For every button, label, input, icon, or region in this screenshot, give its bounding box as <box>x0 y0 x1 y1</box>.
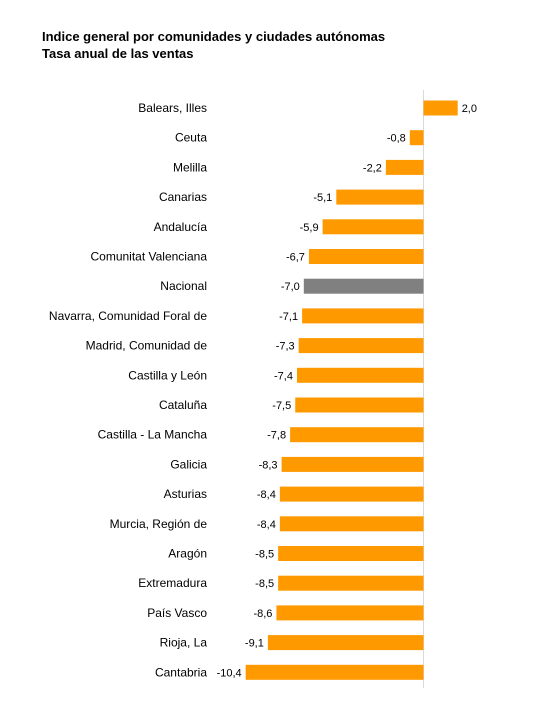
bar-row: Canarias -5,1 <box>159 189 424 205</box>
bar <box>279 516 424 532</box>
category-label: Ceuta <box>175 131 207 145</box>
chart-subtitle: Tasa anual de las ventas <box>42 46 194 61</box>
bar <box>298 338 424 354</box>
category-label: Aragón <box>168 547 207 561</box>
bar-row: País Vasco -8,6 <box>147 605 424 621</box>
bar-row: Nacional -7,0 <box>160 278 424 294</box>
category-label: Castilla y León <box>128 368 207 382</box>
value-label: -8,3 <box>259 459 278 471</box>
bar <box>245 664 424 680</box>
value-label: -9,1 <box>245 638 264 650</box>
category-label: Nacional <box>160 279 207 293</box>
category-label: Murcia, Región de <box>110 517 208 531</box>
value-label: -7,5 <box>272 400 291 412</box>
value-label: -8,5 <box>255 549 274 561</box>
bar <box>385 159 424 175</box>
bar-row: Castilla y León -7,4 <box>128 367 424 383</box>
bar-row: Cantabria -10,4 <box>155 664 424 680</box>
bar <box>303 278 424 294</box>
bar <box>322 219 424 235</box>
category-label: Cantabria <box>155 665 207 679</box>
bar <box>278 546 424 561</box>
value-label: -5,9 <box>300 222 319 234</box>
bar <box>279 486 424 502</box>
value-label: -7,8 <box>267 430 286 442</box>
value-label: -7,1 <box>279 311 298 323</box>
bar <box>281 456 424 472</box>
category-label: Extremadura <box>138 576 207 590</box>
bar <box>302 308 424 324</box>
category-label: Comunitat Valenciana <box>90 250 207 264</box>
bar-row: Asturias -8,4 <box>164 486 424 502</box>
bar-row: Ceuta -0,8 <box>175 130 424 146</box>
category-label: Andalucía <box>154 220 208 234</box>
category-label: Galicia <box>170 457 207 471</box>
chart-title: Indice general por comunidades y ciudade… <box>42 29 386 44</box>
category-label: Castilla - La Mancha <box>98 428 208 442</box>
bar <box>409 130 424 146</box>
bar <box>308 249 424 264</box>
value-label: -8,4 <box>257 519 276 531</box>
value-label: -5,1 <box>313 192 332 204</box>
bar <box>290 427 424 443</box>
bar-row: Galicia -8,3 <box>170 456 424 472</box>
category-label: Madrid, Comunidad de <box>86 339 208 353</box>
bar-row: Cataluña -7,5 <box>159 397 424 413</box>
category-label: Rioja, La <box>160 636 208 650</box>
value-label: -6,7 <box>286 252 305 264</box>
bar <box>336 189 424 205</box>
value-label: -2,2 <box>363 162 382 174</box>
bar-row: Extremadura -8,5 <box>138 575 424 591</box>
bar-row: Navarra, Comunidad Foral de -7,1 <box>49 308 424 324</box>
bar <box>276 605 424 621</box>
value-label: -8,5 <box>255 578 274 590</box>
value-label: -7,0 <box>281 281 300 293</box>
bar <box>296 367 424 383</box>
bar-row: Rioja, La -9,1 <box>160 635 424 651</box>
category-label: Canarias <box>159 190 207 204</box>
chart-title-block: Indice general por comunidades y ciudade… <box>42 28 385 62</box>
value-label: -7,4 <box>274 370 293 382</box>
category-label: Melilla <box>173 160 207 174</box>
bar-row: Comunitat Valenciana -6,7 <box>90 249 424 264</box>
value-label: 2,0 <box>462 103 477 115</box>
category-label: País Vasco <box>147 606 207 620</box>
value-label: -8,4 <box>257 489 276 501</box>
bar-row: Balears, Illes 2,0 <box>138 100 477 116</box>
bar-row: Murcia, Región de -8,4 <box>110 516 424 532</box>
category-label: Asturias <box>164 487 207 501</box>
bar <box>423 100 458 116</box>
value-label: -10,4 <box>217 667 242 679</box>
bar <box>295 397 424 413</box>
value-label: -7,3 <box>276 341 295 353</box>
value-label: -8,6 <box>253 608 272 620</box>
bar-row: Aragón -8,5 <box>168 546 424 561</box>
category-label: Cataluña <box>159 398 207 412</box>
bar <box>267 635 424 651</box>
bar <box>278 575 424 591</box>
bar-row: Castilla - La Mancha -7,8 <box>98 427 424 443</box>
category-label: Balears, Illes <box>138 101 207 115</box>
bar-row: Melilla -2,2 <box>173 159 424 175</box>
category-label: Navarra, Comunidad Foral de <box>49 309 207 323</box>
value-label: -0,8 <box>387 133 406 145</box>
bar-row: Andalucía -5,9 <box>154 219 424 235</box>
bar-row: Madrid, Comunidad de -7,3 <box>86 338 424 354</box>
